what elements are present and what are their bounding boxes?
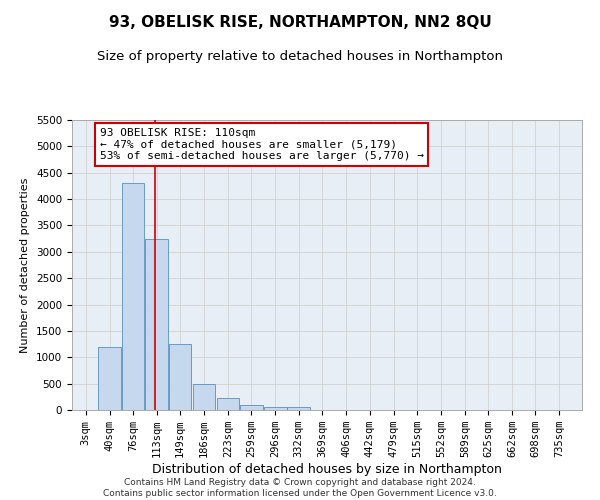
X-axis label: Distribution of detached houses by size in Northampton: Distribution of detached houses by size … (152, 463, 502, 476)
Y-axis label: Number of detached properties: Number of detached properties (20, 178, 31, 352)
Bar (169, 344, 191, 410)
Bar (264, 407, 287, 410)
Text: 93 OBELISK RISE: 110sqm
← 47% of detached houses are smaller (5,179)
53% of semi: 93 OBELISK RISE: 110sqm ← 47% of detache… (100, 128, 424, 161)
Bar (122, 184, 144, 410)
Text: Size of property relative to detached houses in Northampton: Size of property relative to detached ho… (97, 50, 503, 63)
Text: Contains HM Land Registry data © Crown copyright and database right 2024.
Contai: Contains HM Land Registry data © Crown c… (103, 478, 497, 498)
Bar (193, 384, 215, 410)
Text: 93, OBELISK RISE, NORTHAMPTON, NN2 8QU: 93, OBELISK RISE, NORTHAMPTON, NN2 8QU (109, 15, 491, 30)
Bar (287, 408, 310, 410)
Bar (145, 238, 168, 410)
Bar (98, 346, 121, 410)
Bar (217, 398, 239, 410)
Bar (240, 404, 263, 410)
